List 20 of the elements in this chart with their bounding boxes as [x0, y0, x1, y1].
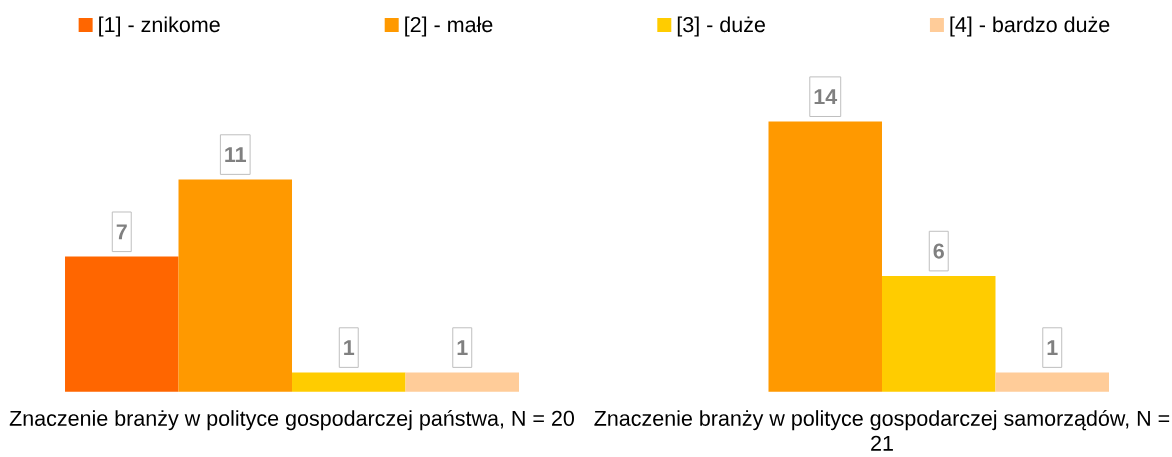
- legend-label: [2] - małe: [405, 16, 493, 37]
- data-label: 1: [1047, 340, 1058, 355]
- bar: [882, 275, 996, 392]
- legend-label: [1] - znikome: [99, 16, 220, 37]
- bar: [178, 179, 293, 392]
- data-label: 1: [344, 340, 355, 355]
- bar: [65, 256, 179, 392]
- data-label: 6: [933, 243, 944, 259]
- data-label: 7: [116, 224, 127, 240]
- x-tick-label: Znaczenie branży w polityce gospodarczej państwa, N = 20: [9, 409, 574, 431]
- data-label: 11: [225, 147, 247, 162]
- legend-label: [3] - duże: [677, 16, 765, 37]
- bar: [292, 372, 406, 392]
- bar: [995, 372, 1109, 392]
- bar: [405, 372, 520, 392]
- data-label: 1: [457, 340, 468, 355]
- data-label: 14: [814, 89, 838, 105]
- bar: [768, 121, 882, 392]
- x-tick-label: Znaczenie branży w polityce gospodarczej samorządów, N = 21: [594, 409, 1170, 451]
- legend-label: [4] - bardzo duże: [950, 16, 1110, 37]
